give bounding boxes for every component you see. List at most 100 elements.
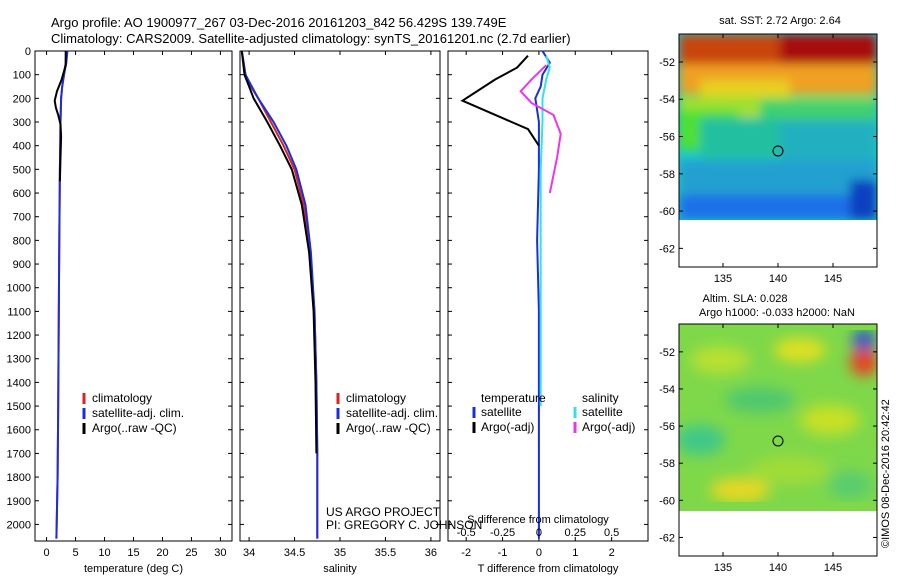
y-tick-label: 2000 [7, 519, 31, 531]
y-tick-label: 1100 [7, 306, 31, 318]
series-line [534, 50, 551, 539]
legend-heading-salinity: salinity [582, 391, 619, 405]
y-tick-label: 1200 [7, 330, 31, 342]
y-tick-label: 1600 [7, 425, 31, 437]
legend-heading-temperature: temperature [481, 391, 546, 405]
legend-label: climatology [92, 391, 152, 405]
sla-map-title-line2: Argo h1000: -0.033 h2000: NaN [699, 307, 855, 319]
x-tick-label: 0 [44, 547, 50, 559]
series-line [53, 51, 67, 182]
x-tick-label: 35 [334, 547, 346, 559]
sst-map-panel: sat. SST: 2.72 Argo: 2.64 -52-54-56-58-6 [659, 15, 878, 285]
legend-label: Argo(..raw -QC) [92, 421, 177, 435]
map-x-tick-label: 145 [824, 562, 842, 574]
legend-label: satellite-adj. clim. [346, 406, 438, 420]
x-tick-label: 34.5 [284, 547, 305, 559]
y-tick-label: 1800 [7, 472, 31, 484]
plot-frame [239, 50, 441, 542]
legend-label: Argo(-adj) [582, 420, 635, 434]
x-tick-label: 30 [214, 547, 226, 559]
x-tick-label: 1 [572, 547, 578, 559]
pi-credit: PI: GREGORY C. JOHNSON [326, 518, 482, 532]
sla-map-title-line1: Altim. SLA: 0.028 [703, 293, 788, 305]
argo-location-marker-sla [772, 435, 784, 447]
y-tick-label: 1700 [7, 448, 31, 460]
x-tick-label: 35.5 [375, 547, 396, 559]
map-x-tick-label: 135 [714, 273, 732, 285]
y-tick-label: 100 [13, 70, 31, 82]
map-y-tick-label: -52 [659, 57, 675, 69]
y-tick-label: 600 [13, 188, 31, 200]
map-y-tick-label: -62 [659, 243, 675, 255]
map-y-tick-label: -62 [659, 532, 675, 544]
y-tick-label: 500 [13, 164, 31, 176]
map-x-tick-label: 135 [714, 562, 732, 574]
map-y-tick-label: -56 [659, 421, 675, 433]
x-tick-label: 2 [609, 547, 615, 559]
map-y-tick-label: -54 [659, 384, 675, 396]
y-tick-label: 300 [13, 117, 31, 129]
figure-title-line2: Climatology: CARS2009. Satellite-adjuste… [51, 31, 571, 46]
sst-map-title: sat. SST: 2.72 Argo: 2.64 [719, 15, 841, 27]
map-y-tick-label: -60 [659, 206, 675, 218]
map-y-tick-label: -58 [659, 169, 675, 181]
map-x-tick-label: 140 [769, 562, 787, 574]
y-tick-label: 800 [13, 235, 31, 247]
plot-frame [34, 50, 233, 542]
series-line [460, 55, 540, 147]
y-tick-label: 1300 [7, 354, 31, 366]
salinity-diff-tick-label: 0.5 [604, 527, 619, 539]
x-tick-label: -2 [461, 547, 471, 559]
salinity-profile-panel: 34 34.5 35 35.5 36 salinity climatologysatelli… [239, 50, 441, 575]
x-tick-label: -1 [498, 547, 508, 559]
difference-profile-panel: -2 -1 0 1 2 T difference from climatology S di… [447, 50, 649, 575]
project-credit: US ARGO PROJECT [326, 505, 441, 519]
series-line [539, 55, 551, 407]
y-tick-label: 900 [13, 259, 31, 271]
salinity-diff-tick-label: -0.5 [457, 527, 476, 539]
x-tick-label: 34 [243, 547, 255, 559]
temperature-profile-panel: 0100200300400500600700800900100011001200… [7, 46, 233, 575]
series-line [519, 64, 562, 194]
y-tick-label: 700 [13, 212, 31, 224]
sla-heatmap [679, 324, 877, 511]
x-tick-label: 10 [98, 547, 110, 559]
y-tick-label: 1900 [7, 496, 31, 508]
x-tick-label: 36 [425, 547, 437, 559]
y-tick-label: 1000 [7, 283, 31, 295]
salinity-diff-tick-label: 0.25 [565, 527, 586, 539]
map-y-tick-label: -56 [659, 132, 675, 144]
map-y-tick-label: -54 [659, 94, 675, 106]
y-tick-label: 0 [25, 46, 31, 58]
x-axis-label: temperature (deg C) [84, 563, 183, 575]
legend-label: satellite [481, 405, 522, 419]
x-axis-label: T difference from climatology [478, 563, 619, 575]
map-y-tick-label: -60 [659, 495, 675, 507]
map-y-tick-label: -58 [659, 458, 675, 470]
x-tick-label: 20 [156, 547, 168, 559]
salinity-diff-axis-label: S difference from climatology [467, 514, 609, 526]
map-x-tick-label: 145 [824, 273, 842, 285]
y-tick-label: 1500 [7, 401, 31, 413]
y-tick-label: 200 [13, 93, 31, 105]
legend-label: Argo(..raw -QC) [346, 421, 431, 435]
legend-label: satellite-adj. clim. [92, 406, 184, 420]
x-tick-label: 15 [127, 547, 139, 559]
imos-stamp: ©IMOS 08-Dec-2016 20:42:42 [880, 399, 892, 548]
x-tick-label: 25 [185, 547, 197, 559]
series-line [240, 50, 318, 454]
x-tick-label: 0 [536, 547, 542, 559]
x-tick-label: 5 [72, 547, 78, 559]
y-tick-label: 1400 [7, 377, 31, 389]
x-axis-label: salinity [323, 563, 357, 575]
salinity-diff-tick-label: -0.25 [490, 527, 515, 539]
sla-map-panel: Altim. SLA: 0.028 Argo h1000: -0.033 h20… [659, 293, 878, 574]
figure-title-line1: Argo profile: AO 1900977_267 03-Dec-2016… [51, 15, 507, 30]
sst-heatmap [679, 34, 877, 220]
legend-label: climatology [346, 391, 406, 405]
plot-frame [447, 50, 649, 542]
legend-label: Argo(-adj) [481, 420, 534, 434]
argo-location-marker [772, 145, 784, 157]
map-y-tick-label: -52 [659, 347, 675, 359]
